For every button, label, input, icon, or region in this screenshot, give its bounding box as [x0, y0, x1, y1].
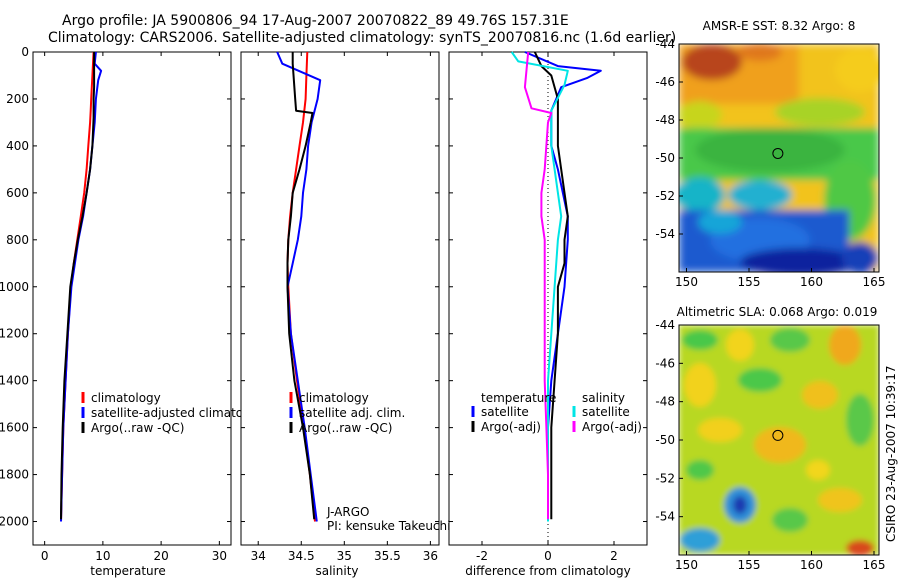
series-line-satellite-adj-clim	[276, 51, 322, 522]
legend-temp-argo: Argo(-adj)	[481, 420, 541, 434]
map-x-tick-label: 160	[800, 558, 823, 572]
difference-legend: temperature salinity satellite Argo(-adj…	[471, 391, 642, 434]
sst-map-title: AMSR-E SST: 8.32 Argo: 8	[703, 19, 856, 33]
x-tick-label: -2	[476, 549, 488, 563]
temperature-axes-box	[32, 51, 232, 546]
series-line-argo-raw-qc	[286, 52, 316, 520]
depth-tick-label: 800	[6, 233, 29, 247]
series-line-salinity-satellite	[510, 51, 569, 522]
map-y-tick-label: -44	[655, 318, 675, 332]
legend-sal-argo: Argo(-adj)	[582, 420, 642, 434]
legend-entry-satellite-adj-clim: satellite adj. clim.	[299, 406, 405, 420]
depth-tick-label: 2000	[0, 515, 29, 529]
x-tick-label: 2	[610, 549, 618, 563]
series-line-temperature-argo-adj	[533, 51, 569, 520]
map-y-tick-label: -52	[655, 189, 675, 203]
map-y-tick-label: -50	[655, 151, 675, 165]
legend-group-temperature: temperature	[481, 391, 556, 405]
x-tick-label: 34	[251, 549, 266, 563]
x-tick-label: 20	[153, 549, 168, 563]
temperature-x-ticks: 0 10 20 30	[41, 52, 227, 563]
salinity-x-ticks: 34 34.5 35 35.5 36	[251, 52, 438, 563]
x-tick-label: 0	[544, 549, 552, 563]
series-line-temperature-satellite	[524, 51, 602, 522]
depth-tick-label: 600	[6, 186, 29, 200]
x-tick-label: 36	[423, 549, 438, 563]
temperature-x-label: temperature	[90, 564, 165, 578]
salinity-x-label: salinity	[315, 564, 358, 578]
series-line-argo-raw-qc	[60, 52, 96, 520]
sst-argo-position-marker	[772, 147, 784, 159]
depth-tick-label: 1400	[0, 374, 29, 388]
map-y-tick-label: -50	[655, 433, 675, 447]
salinity-lines	[276, 51, 322, 522]
map-y-tick-label: -48	[655, 113, 675, 127]
map-y-tick-label: -46	[655, 356, 675, 370]
depth-tick-label: 1800	[0, 468, 29, 482]
map-y-tick-label: -46	[655, 75, 675, 89]
sla-map-title: Altimetric SLA: 0.068 Argo: 0.019	[677, 305, 878, 319]
sla-map-panel: Altimetric SLA: 0.068 Argo: 0.019	[655, 305, 885, 572]
x-tick-label: 10	[95, 549, 110, 563]
legend-entry-climatology: climatology	[91, 391, 161, 405]
depth-tick-label: 1600	[0, 421, 29, 435]
map-x-tick-label: 155	[738, 275, 761, 289]
depth-ticks: 0 200 400 600 800 1000 1200 1400 1600 1800 2000	[0, 45, 231, 529]
depth-tick-label: 200	[6, 92, 29, 106]
map-x-tick-label: 150	[675, 275, 698, 289]
legend-sal-satellite: satellite	[582, 405, 630, 419]
depth-tick-label: 1000	[0, 280, 29, 294]
legend-temp-satellite: satellite	[481, 405, 529, 419]
map-x-tick-label: 160	[800, 275, 823, 289]
difference-lines	[510, 51, 602, 522]
salinity-axes-box	[240, 51, 440, 546]
map-y-tick-label: -48	[655, 395, 675, 409]
x-tick-label: 0	[41, 549, 49, 563]
difference-x-label: difference from climatology	[465, 564, 631, 578]
map-y-tick-label: -44	[655, 37, 675, 51]
temperature-panel: 0 200 400 600 800 1000 1200 1400 1600 1800 2000 0 1…	[0, 45, 269, 578]
sla-argo-position-marker	[772, 429, 784, 441]
difference-x-ticks: -2 0 2	[476, 52, 618, 563]
difference-panel: -2 0 2 temperature salinity satellite Argo…	[448, 51, 648, 578]
float-program-label: J-ARGO	[326, 505, 369, 519]
map-x-tick-label: 150	[675, 558, 698, 572]
principal-investigator-label: PI: kensuke Takeuchi	[327, 519, 450, 533]
sst-map-panel: AMSR-E SST: 8.32 Argo: 8	[655, 19, 885, 289]
x-tick-label: 35.5	[374, 549, 401, 563]
series-line-salinity-argo-adj	[523, 51, 553, 520]
title-line-2: Climatology: CARS2006. Satellite-adjuste…	[48, 30, 677, 46]
depth-tick-label: 1200	[0, 327, 29, 341]
sst-map-image	[679, 44, 879, 272]
legend-group-salinity: salinity	[582, 391, 625, 405]
map-y-tick-label: -54	[655, 510, 675, 524]
x-tick-label: 35	[337, 549, 352, 563]
map-x-tick-label: 165	[863, 275, 886, 289]
map-x-tick-label: 155	[738, 558, 761, 572]
x-tick-label: 30	[212, 549, 227, 563]
sst-map-ticks: 150 155 160 165 -44 -46 -48 -50 -52 -54	[655, 37, 885, 289]
legend-entry-argo-raw-qc: Argo(..raw -QC)	[91, 421, 184, 435]
map-x-tick-label: 165	[863, 558, 886, 572]
sla-map-ticks: 150 155 160 165 -44 -46 -48 -50 -52 -54	[655, 318, 885, 572]
depth-tick-label: 0	[21, 45, 29, 59]
map-y-tick-label: -54	[655, 227, 675, 241]
map-y-tick-label: -52	[655, 471, 675, 485]
legend-entry-argo-raw-qc: Argo(..raw -QC)	[299, 421, 392, 435]
title-line-1: Argo profile: JA 5900806_94 17-Aug-2007 …	[62, 13, 569, 29]
legend-entry-climatology: climatology	[299, 391, 369, 405]
csiro-timestamp: CSIRO 23-Aug-2007 10:39:17	[884, 366, 898, 542]
depth-tick-label: 400	[6, 139, 29, 153]
x-tick-label: 34.5	[288, 549, 315, 563]
legend-entry-satellite-adjusted-climatology: satellite-adjusted climatology	[91, 406, 269, 420]
temperature-lines	[60, 51, 103, 522]
